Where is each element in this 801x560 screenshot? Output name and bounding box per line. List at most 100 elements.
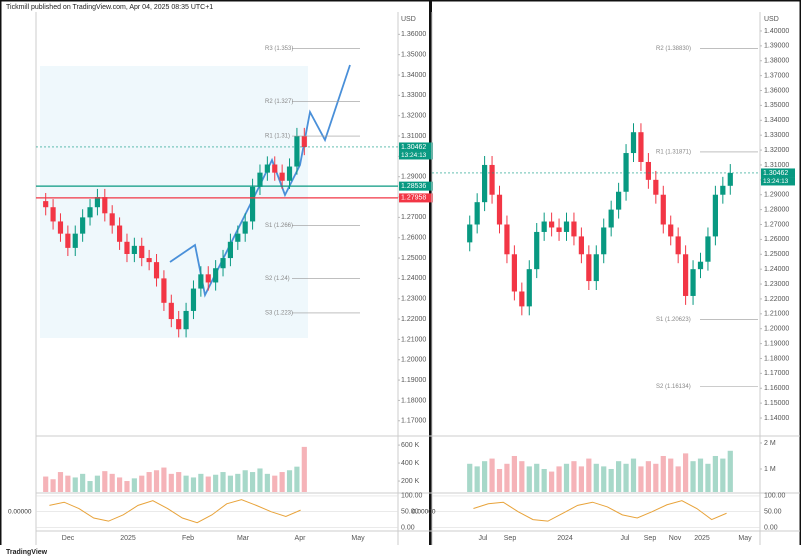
y-tick-label: 1.25000	[764, 251, 789, 258]
volume-bar	[712, 455, 718, 492]
candle-body	[541, 221, 547, 232]
candle-body	[131, 245, 137, 254]
x-tick-label: 2025	[694, 535, 710, 542]
candle-body	[549, 221, 555, 228]
candle-body	[227, 241, 234, 259]
volume-bar	[683, 453, 689, 492]
volume-bar	[511, 455, 517, 492]
y-tick-label: 1.18000	[401, 397, 426, 404]
volume-bar	[43, 476, 49, 492]
y-tick-label: 1.35000	[764, 102, 789, 109]
candle-body	[124, 241, 130, 254]
oscillator-line	[49, 499, 301, 524]
volume-tick-label: 1 M	[764, 466, 776, 473]
x-tick-label: Sep	[644, 535, 657, 542]
volume-bar	[519, 461, 525, 492]
volume-bar	[727, 450, 733, 492]
y-tick-label: 1.16000	[764, 385, 789, 392]
volume-bar	[526, 466, 532, 492]
candle-body	[675, 236, 681, 255]
x-tick-label: Dec	[62, 535, 75, 542]
candle-body	[593, 254, 599, 282]
pivot-label: R3 (1.353)	[265, 46, 293, 52]
osc-tick-label: 0.00	[401, 524, 415, 531]
candle-body	[264, 164, 270, 173]
candle-body	[279, 172, 285, 181]
y-tick-label: 1.17000	[401, 418, 426, 425]
volume-bar	[630, 458, 637, 492]
volume-bar	[235, 473, 241, 492]
volume-bar	[668, 458, 674, 492]
volume-bar	[65, 475, 71, 492]
candle-body	[608, 209, 614, 228]
y-tick-label: 1.36000	[764, 87, 789, 94]
volume-tick-label: 200 K	[401, 478, 420, 485]
wave-drawing	[169, 64, 351, 298]
candle-body	[697, 261, 704, 270]
candle-body	[87, 207, 93, 218]
y-tick-label: 1.28000	[764, 206, 789, 213]
volume-bar	[294, 466, 300, 492]
volume-bar	[102, 471, 108, 492]
volume-bar	[257, 468, 263, 492]
x-tick-label: May	[738, 535, 752, 542]
y-tick-label: 1.24000	[401, 275, 426, 282]
volume-bar	[638, 466, 644, 492]
range-highlight	[40, 66, 308, 338]
candle-body	[638, 132, 644, 162]
x-tick-label: Apr	[295, 535, 307, 542]
candle-body	[220, 258, 226, 269]
volume-bar	[301, 446, 307, 492]
y-tick-label: 1.24000	[764, 266, 789, 273]
volume-bar	[220, 472, 226, 492]
candle-body	[50, 207, 56, 222]
y-tick-label: 1.17000	[764, 370, 789, 377]
x-tick-label: 2024	[557, 535, 573, 542]
publisher-header: Tickmill published on TradingView.com, A…	[6, 4, 213, 11]
volume-bar	[675, 466, 681, 492]
candle-body	[72, 233, 78, 248]
y-tick-label: 1.21000	[764, 311, 789, 318]
volume-bar	[198, 473, 204, 492]
candle-body	[235, 233, 241, 242]
volume-bar	[541, 468, 547, 492]
volume-bar	[242, 470, 248, 492]
candle-body	[504, 224, 510, 255]
candle-body	[198, 274, 204, 289]
candle-body	[616, 191, 622, 210]
volume-bar	[593, 463, 599, 492]
volume-bar	[131, 478, 137, 492]
volume-bar	[645, 461, 651, 492]
volume-bar	[549, 471, 555, 492]
y-tick-label: 1.39000	[764, 43, 789, 50]
y-tick-label: 1.29000	[401, 174, 426, 181]
price-tag: 1.28536	[401, 183, 426, 190]
volume-bar	[183, 475, 189, 492]
candle-body	[249, 186, 256, 222]
y-tick-label: 1.20000	[401, 357, 426, 364]
y-tick-label: 1.29000	[764, 192, 789, 199]
volume-bar	[279, 472, 285, 492]
volume-bar	[272, 475, 278, 492]
panel-divider	[429, 0, 432, 560]
y-tick-label: 1.40000	[764, 28, 789, 35]
y-tick-label: 1.34000	[764, 117, 789, 124]
y-tick-label: 1.33000	[764, 132, 789, 139]
volume-bar	[601, 466, 607, 492]
y-tick-label: 1.18000	[764, 355, 789, 362]
candle-body	[116, 225, 123, 242]
volume-bar	[697, 458, 704, 492]
candle-body	[683, 254, 689, 296]
osc-readout: 0.00000	[8, 509, 32, 516]
volume-bar	[720, 458, 726, 492]
footer-logo: TradingView	[6, 549, 48, 556]
volume-bar	[504, 463, 510, 492]
candle-body	[668, 224, 674, 237]
x-tick-label: Jul	[479, 535, 488, 542]
x-tick-label: Nov	[669, 535, 682, 542]
volume-bar	[534, 463, 540, 492]
volume-bar	[474, 466, 480, 492]
candle-body	[526, 269, 532, 307]
y-tick-label: 1.22000	[764, 296, 789, 303]
